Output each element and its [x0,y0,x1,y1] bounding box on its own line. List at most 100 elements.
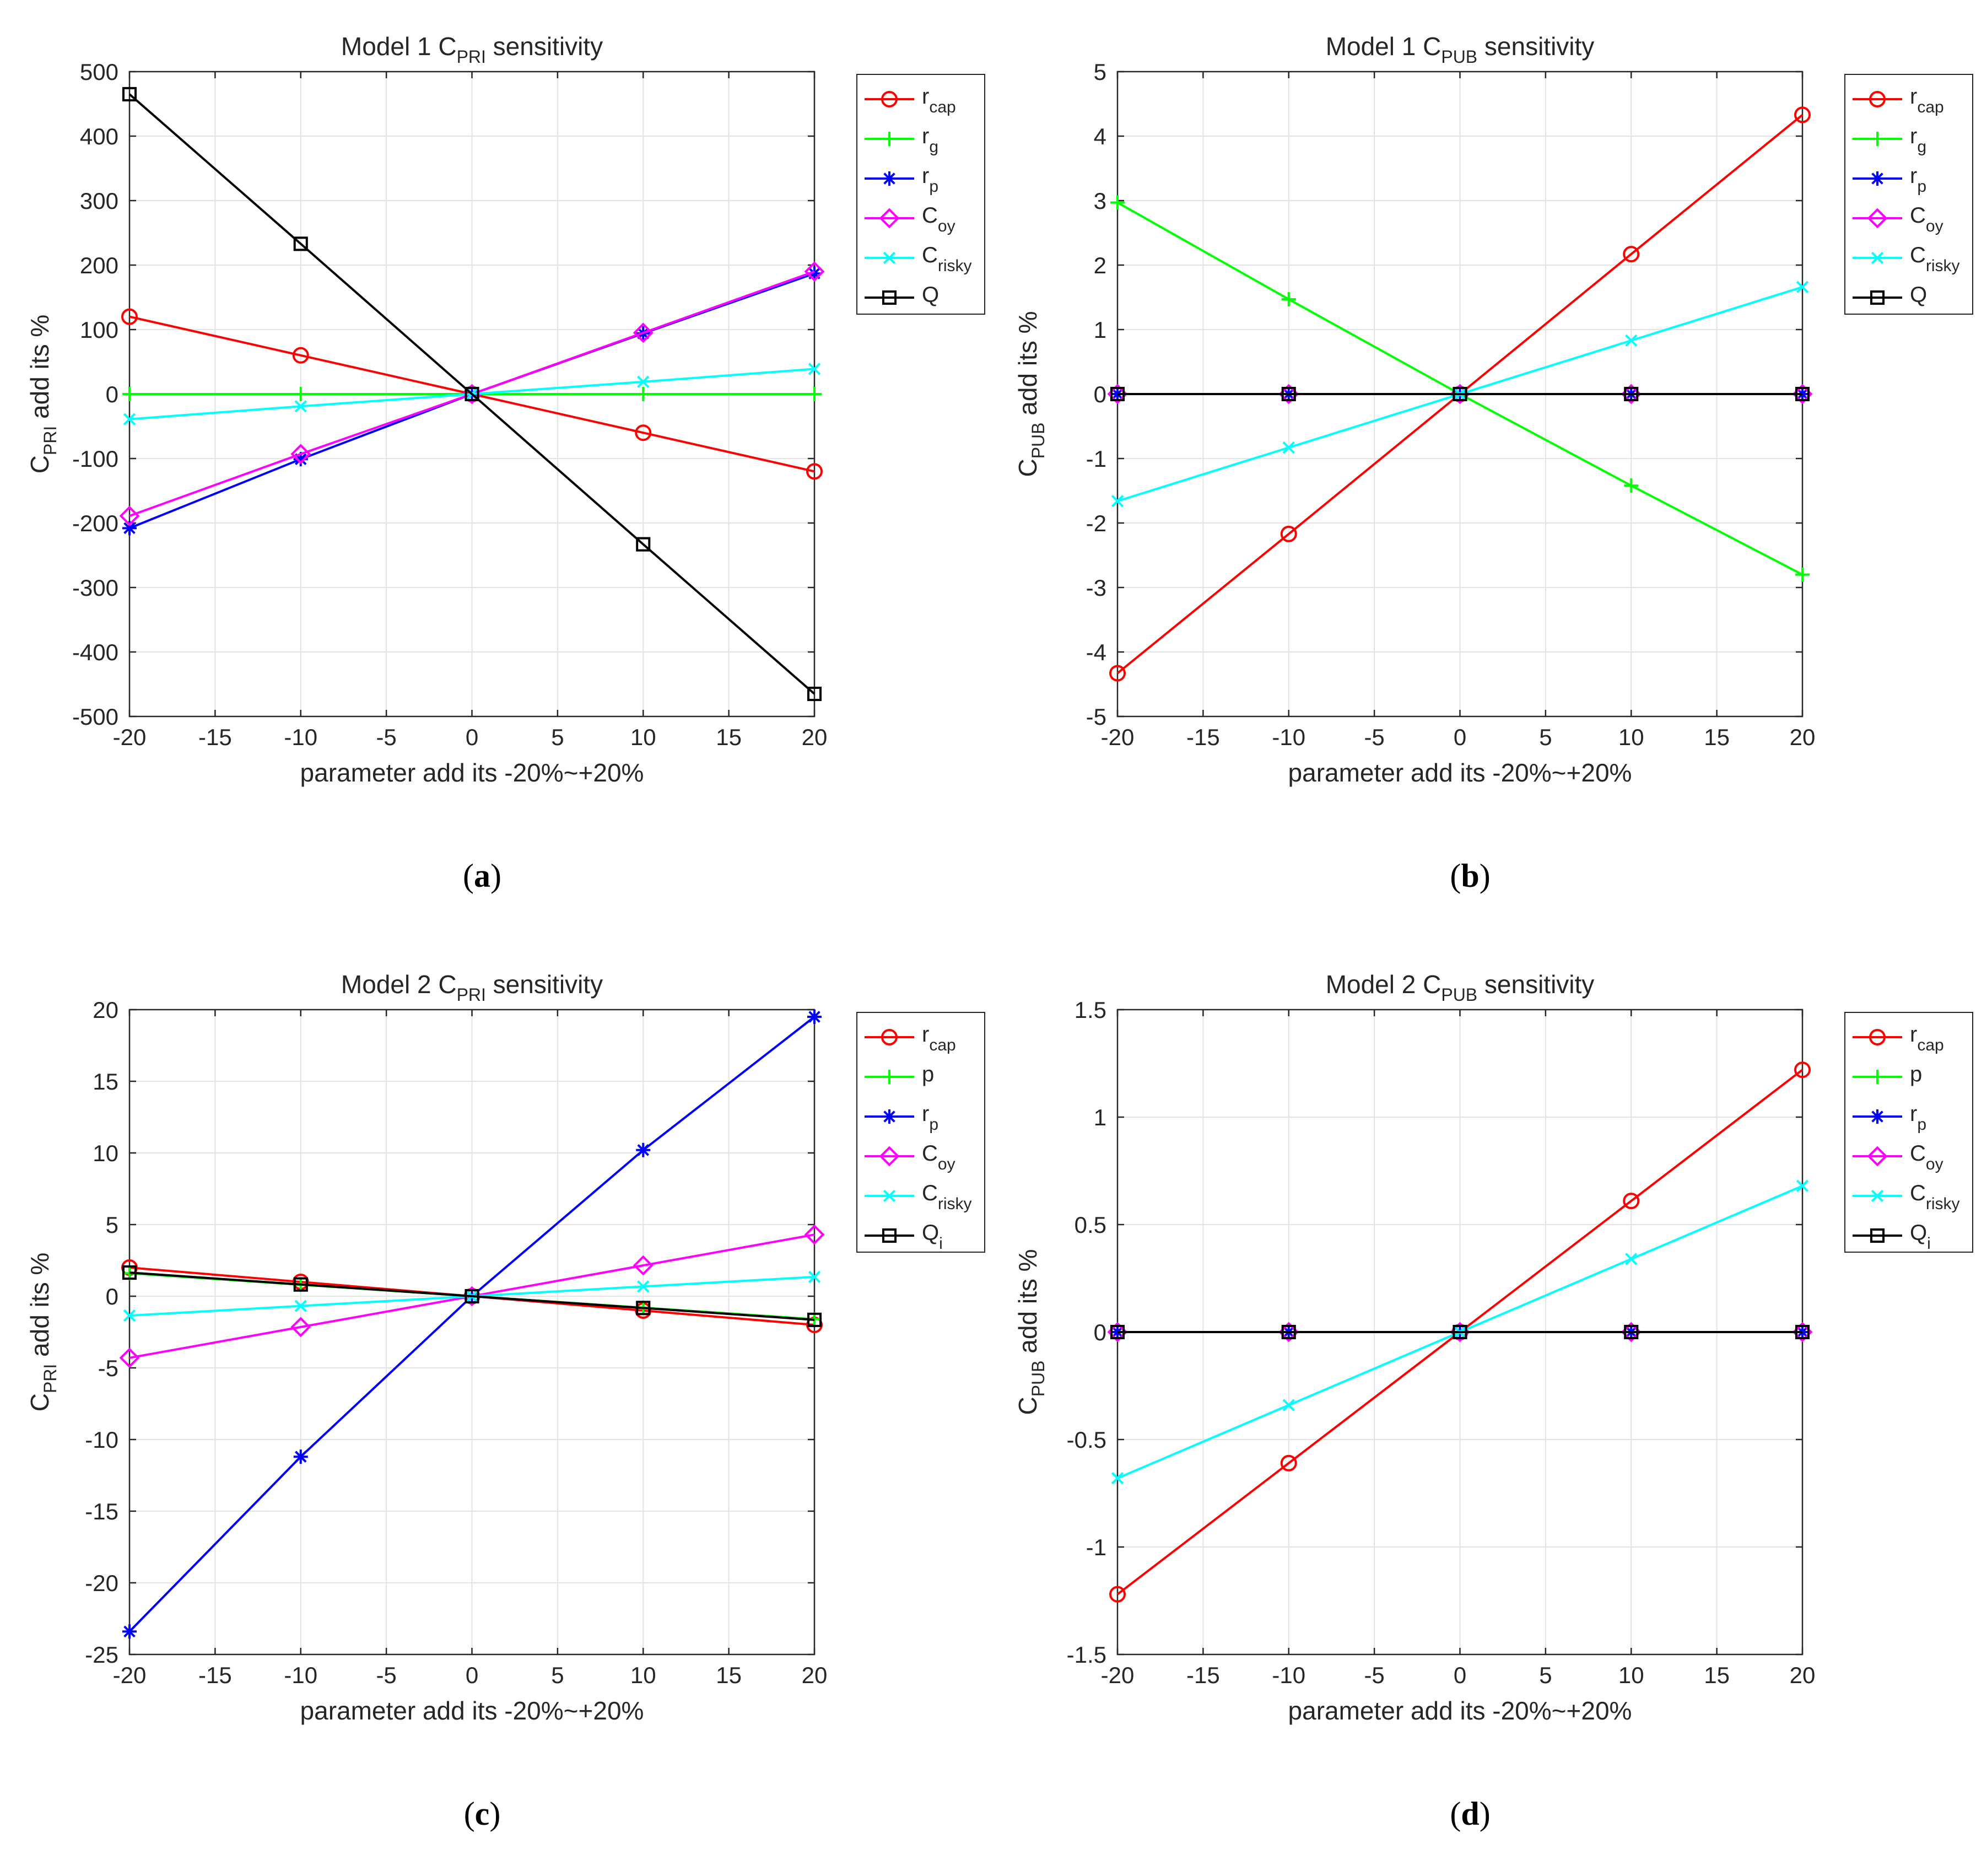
y-tick-label: 0 [106,381,118,407]
chart-svg-d: -20 -15 -10 -5 0 5 10 15 20 -1.5 -1 -0.5 0 0.5 1 1.5 Mod… [1013,970,1973,1725]
x-tick-label: 0 [1454,1662,1466,1688]
legend-marker [881,1029,898,1045]
y-axis-label: CPUB add its % [1013,311,1048,477]
data-point [293,452,308,467]
legend-label: Qi [922,1221,943,1253]
legend-entry: Coy [1853,203,1943,235]
data-point [1281,386,1296,402]
data-point [1794,106,1811,123]
y-tick-label: 100 [80,317,118,343]
y-tick-label: -100 [72,446,118,472]
y-tick-label: 1.5 [1075,997,1106,1023]
x-tick-label: -20 [113,1662,147,1688]
legend-label: Crisky [922,1181,972,1213]
legend-label: Coy [1910,1141,1943,1173]
x-tick-label: 15 [1704,1662,1730,1688]
legend-label: Q [922,283,939,307]
y-axis-label: CPRI add its % [25,1253,60,1412]
data-point [1796,1179,1809,1192]
data-point [119,505,140,526]
series-Q-i [122,1265,822,1327]
legend-marker [1870,171,1885,186]
y-tick-label: -400 [72,639,118,665]
y-tick-label: -20 [85,1570,118,1596]
data-point [294,1300,307,1312]
caption-letter-b: b [1461,858,1480,894]
x-tick-label: 5 [551,724,564,750]
legend-marker [883,1189,896,1203]
data-point [121,308,138,325]
legend-label: rp [922,1102,938,1134]
data-point [1623,246,1640,263]
legend-marker [882,1070,897,1084]
x-tick-label: 10 [630,1662,656,1688]
x-tick-label: -10 [1272,724,1305,750]
x-axis-label: parameter add its -20%~+20% [1288,758,1632,787]
legend-entry: rp [865,1102,938,1134]
x-tick-label: 15 [1704,724,1730,750]
legend-marker [1870,290,1885,305]
data-point [1624,478,1639,493]
legend-marker [1869,1029,1886,1045]
legend-label: rp [922,164,938,196]
data-point [1110,386,1125,402]
x-tick-label: -10 [1272,1662,1305,1688]
x-tick-label: 20 [1790,1662,1816,1688]
data-point [636,1301,651,1316]
legend-box [856,1012,985,1253]
x-axis-label: parameter add its -20%~+20% [1288,1696,1632,1725]
legend-marker [879,1146,900,1167]
legend-marker [882,290,897,305]
data-point [1111,1472,1124,1485]
data-point [1453,1324,1467,1340]
legend-marker [1867,1146,1888,1167]
data-point [1281,1324,1296,1340]
x-tick-label: 20 [802,1662,828,1688]
y-tick-label: -5 [98,1355,118,1381]
data-point [122,87,137,101]
legend-entry: Qi [865,1221,943,1253]
legend-entry: rg [1853,124,1926,156]
legend-entry: Crisky [865,243,972,275]
series-group [1107,1061,1813,1603]
data-point [1624,1324,1639,1340]
x-tick-label: 15 [716,1662,742,1688]
legend-entry: rcap [865,1022,956,1054]
x-tick-label: -10 [284,724,317,750]
legend-entry: p [1853,1062,1922,1086]
legend-marker [1870,1109,1885,1124]
data-point [1110,1324,1125,1340]
y-tick-label: -1 [1086,1534,1106,1560]
caption-a: (a) [463,858,501,894]
legend-marker [1870,132,1885,146]
legend-entry: Coy [1853,1141,1943,1173]
legend-marker [879,208,900,229]
chart-title: Model 2 CPRI sensitivity [341,970,603,1005]
data-point [1794,1061,1811,1079]
legend-marker [882,1228,897,1243]
data-point [1624,386,1639,402]
data-point [1281,292,1296,307]
caption-letter-c: c [474,1796,490,1832]
legend-entry: Q [1853,283,1927,307]
x-tick-label: -15 [1186,724,1220,750]
data-point [1110,195,1125,210]
x-tick-label: -10 [284,1662,317,1688]
y-tick-label: 20 [93,997,118,1023]
y-tick-label: 0 [1094,381,1106,407]
series-Q [122,87,822,702]
x-tick-label: 20 [802,724,828,750]
data-point [1109,1586,1126,1603]
x-tick-label: 10 [630,724,656,750]
legend-label: rcap [1910,1022,1944,1054]
x-tick-label: -15 [198,724,232,750]
data-point [633,322,654,343]
chart-svg-a: -20 -15 -10 -5 0 5 10 15 20 -500 -400 -300 -200 -100 0… [25,32,985,787]
legend-entry: rp [1853,1102,1926,1134]
data-point [804,1224,825,1245]
data-point [293,236,308,251]
y-tick-label: 200 [80,252,118,278]
y-tick-label: 15 [93,1069,118,1095]
data-point [636,537,651,552]
